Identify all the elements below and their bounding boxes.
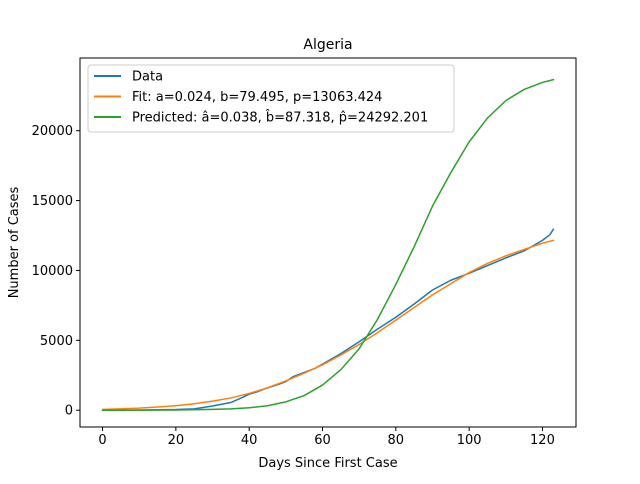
x-axis-ticks: 0 20 40 60 80 100 120	[98, 427, 555, 448]
y-axis-ticks: 0 5000 10000 15000 20000	[32, 124, 80, 419]
series-line-0	[101, 228, 555, 411]
series-line-2	[101, 78, 555, 411]
y-axis-label: Number of Cases	[7, 186, 22, 298]
x-tick-label: 40	[241, 433, 258, 448]
x-tick-label: 80	[388, 433, 405, 448]
legend-box	[87, 64, 455, 133]
legend-label-0: Data	[132, 70, 163, 85]
legend-label-2: Predicted: â=0.038, b̂=87.318, p̂=24292.…	[132, 110, 428, 125]
chart-title: Algeria	[303, 37, 352, 53]
x-tick-label: 20	[168, 433, 185, 448]
plot-lines	[101, 78, 555, 411]
series-line-1	[101, 239, 555, 411]
x-axis-label: Days Since First Case	[258, 456, 397, 471]
x-tick-label: 60	[314, 433, 331, 448]
y-tick-label: 20000	[32, 124, 73, 139]
y-tick-label: 0	[65, 404, 73, 419]
x-tick-label: 100	[457, 433, 482, 448]
y-tick-label: 15000	[32, 194, 73, 209]
y-tick-label: 10000	[32, 264, 73, 279]
axes-frame	[79, 57, 577, 428]
legend-label-1: Fit: a=0.024, b=79.495, p=13063.424	[132, 90, 382, 105]
y-tick-label: 5000	[40, 334, 73, 349]
x-tick-label: 0	[98, 433, 106, 448]
legend: Data Fit: a=0.024, b=79.495, p=13063.424 P…	[87, 64, 455, 133]
x-tick-label: 120	[530, 433, 555, 448]
